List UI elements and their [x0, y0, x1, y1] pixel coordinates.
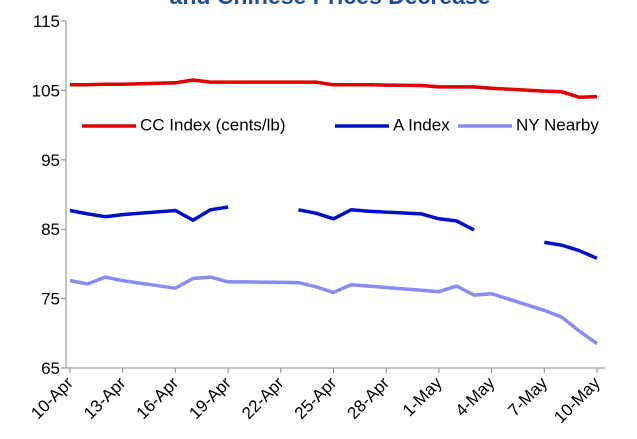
legend-label: NY Nearby	[516, 115, 599, 134]
chart-title: and Chinese Prices Decrease	[170, 0, 491, 9]
series-line	[69, 205, 598, 260]
x-tick-label: 16-Apr	[133, 373, 183, 423]
legend-label: A Index	[393, 115, 450, 134]
x-tick-label: 13-Apr	[80, 373, 130, 423]
x-tick-label: 28-Apr	[344, 373, 394, 423]
x-tick-label: 19-Apr	[185, 373, 235, 423]
x-tick-label: 25-Apr	[291, 373, 341, 423]
y-tick-label: 95	[41, 151, 60, 170]
legend-label: CC Index (cents/lb)	[140, 115, 286, 134]
y-tick-label: 85	[41, 220, 60, 239]
x-tick-label: 10-Apr	[27, 373, 77, 423]
y-tick-label: 75	[41, 290, 60, 309]
x-tick-label: 1-May	[399, 373, 446, 420]
x-tick-label: 4-May	[452, 373, 499, 420]
y-tick-label: 105	[32, 81, 60, 100]
series-line	[69, 275, 599, 346]
y-tick-label: 65	[41, 359, 60, 378]
series-line	[70, 78, 598, 100]
x-tick-label: 10-May	[550, 373, 604, 427]
y-tick-label: 115	[33, 12, 60, 31]
x-tick-label: 22-Apr	[238, 373, 288, 423]
x-tick-label: 7-May	[504, 373, 551, 420]
